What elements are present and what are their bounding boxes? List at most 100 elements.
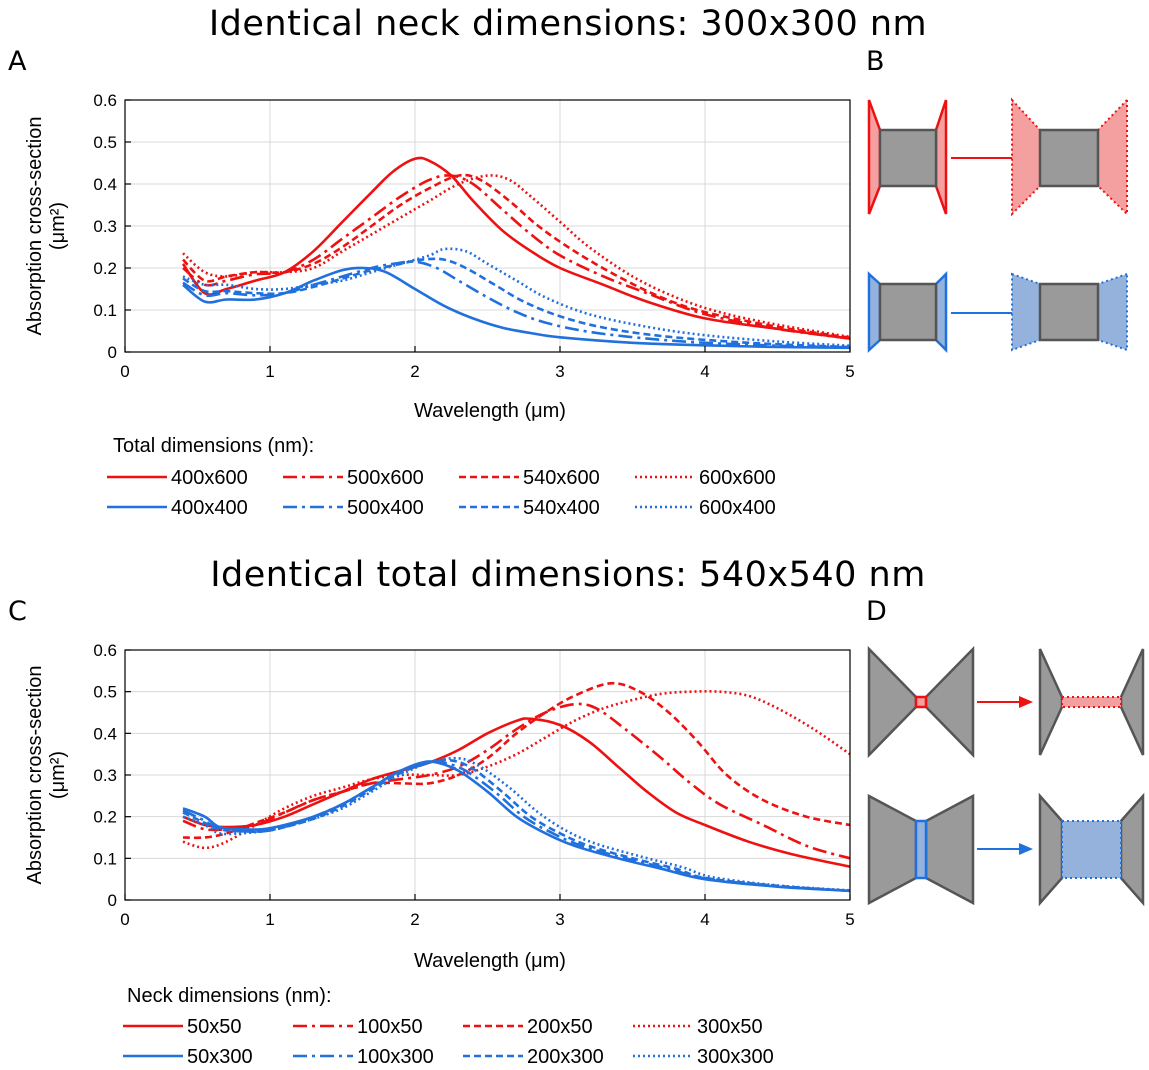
chart-c-ticks: 0 1 2 3 4 5 0 0.1 0.2 0.3 0.4 0.5 0.6 [93, 641, 854, 929]
legend-label-100x50: 100x50 [357, 1016, 423, 1038]
chart-c-series-group [182, 681, 851, 893]
legend-label-540x600: 540x600 [523, 467, 600, 489]
legend-label-600x600: 600x600 [699, 467, 776, 489]
y-tick-label: 0.6 [93, 641, 117, 660]
chart-c-ylabel: Absorption cross-section [24, 666, 46, 885]
y-tick-label: 0 [108, 343, 117, 362]
blue-bowtie-narrow-neck [867, 793, 975, 906]
red-right-wing-dotted [1097, 97, 1128, 217]
blue-bowtie-large [1011, 272, 1128, 352]
chart-c: 0 1 2 3 4 5 0 0.1 0.2 0.3 0.4 0.5 0.6 Wavelength (μm… [24, 641, 855, 972]
red-neck-dotted [1061, 696, 1122, 708]
red-bowtie-long-neck [1038, 648, 1145, 756]
chart-c-xlabel: Wavelength (μm) [414, 950, 566, 972]
red-bowtie-small [867, 99, 948, 215]
legend-label-400x400: 400x400 [171, 497, 248, 519]
legend-label-400x600: 400x600 [171, 467, 248, 489]
series-line-blue-100x300 [182, 760, 851, 893]
legend-a: Total dimensions (nm): 400x600 500x600 540… [107, 435, 776, 519]
y-tick-label: 0 [108, 891, 117, 910]
panel-d-schematic [867, 645, 1145, 907]
x-tick-label: 1 [265, 910, 274, 929]
y-tick-label: 0.2 [93, 259, 117, 278]
x-tick-label: 0 [120, 362, 129, 381]
series-line-red-600x600 [182, 174, 851, 339]
red-left-wing [867, 99, 882, 215]
blue-right-wing-dotted [1097, 272, 1128, 352]
blue-bowtie-small [867, 270, 948, 354]
blue-left-wing [867, 271, 882, 353]
y-tick-label: 0.3 [93, 217, 117, 236]
chart-c-ylabel-unit: (μm²) [47, 751, 69, 799]
chart-a-ylabel: Absorption cross-section [24, 117, 46, 336]
red-left-wing-dotted [1011, 97, 1041, 217]
legend-label-300x300: 300x300 [697, 1046, 774, 1068]
y-tick-label: 0.1 [93, 849, 117, 868]
legend-a-title: Total dimensions (nm): [113, 435, 314, 457]
legend-label-600x400: 600x400 [699, 497, 776, 519]
gray-neck-square [878, 282, 938, 342]
series-line-blue-300x300 [182, 756, 851, 892]
legend-label-50x50: 50x50 [187, 1016, 242, 1038]
x-tick-label: 1 [265, 362, 274, 381]
x-tick-label: 0 [120, 910, 129, 929]
series-line-blue-400x400 [182, 266, 851, 350]
blue-arrow-d [977, 843, 1033, 855]
y-tick-label: 0.2 [93, 808, 117, 827]
chart-c-grid [125, 650, 850, 900]
x-tick-label: 5 [845, 910, 854, 929]
series-line-blue-200x300 [182, 758, 851, 893]
y-tick-label: 0.6 [93, 91, 117, 110]
gray-neck-square [878, 128, 938, 188]
y-tick-label: 0.4 [93, 724, 117, 743]
series-line-red-100x50 [182, 702, 851, 860]
blue-right-wing [934, 270, 948, 354]
x-tick-label: 2 [410, 362, 419, 381]
blue-neck [914, 819, 928, 880]
chart-a: 0 1 2 3 4 5 0 0.1 0.2 0.3 0.4 0.5 0.6 Wavelength (μm… [24, 91, 855, 422]
legend-label-300x50: 300x50 [697, 1016, 763, 1038]
red-bowtie-tiny-neck [867, 645, 975, 759]
legend-label-50x300: 50x300 [187, 1046, 253, 1068]
chart-a-grid [125, 100, 850, 352]
top-section-title: Identical neck dimensions: 300x300 nm [208, 4, 928, 44]
legend-label-500x400: 500x400 [347, 497, 424, 519]
x-tick-label: 2 [410, 910, 419, 929]
panel-letter-c: C [8, 596, 27, 627]
legend-label-100x300: 100x300 [357, 1046, 434, 1068]
panel-letter-a: A [8, 46, 27, 77]
y-tick-label: 0.1 [93, 301, 117, 320]
chart-a-series-group [181, 156, 851, 350]
y-tick-label: 0.5 [93, 683, 117, 702]
gray-neck-square [1038, 128, 1100, 188]
series-line-red-400x600 [181, 156, 851, 340]
series-line-blue-540x400 [182, 257, 851, 349]
chart-a-xlabel: Wavelength (μm) [414, 400, 566, 422]
y-tick-label: 0.3 [93, 766, 117, 785]
legend-label-500x600: 500x600 [347, 467, 424, 489]
panel-letter-d: D [866, 596, 887, 627]
legend-label-540x400: 540x400 [523, 497, 600, 519]
blue-left-wing-dotted [1011, 272, 1041, 352]
y-tick-label: 0.4 [93, 175, 117, 194]
red-right-wing [934, 99, 948, 215]
legend-label-200x50: 200x50 [527, 1016, 593, 1038]
legend-c-title: Neck dimensions (nm): [127, 985, 332, 1007]
series-line-red-50x50 [182, 717, 851, 868]
x-tick-label: 4 [700, 910, 709, 929]
x-tick-label: 5 [845, 362, 854, 381]
red-bowtie-large [1011, 97, 1128, 217]
x-tick-label: 3 [555, 910, 564, 929]
bottom-section-title: Identical total dimensions: 540x540 nm [210, 555, 926, 595]
panel-letter-b: B [866, 46, 885, 77]
series-line-red-200x50 [182, 681, 851, 840]
x-tick-label: 3 [555, 362, 564, 381]
legend-c: Neck dimensions (nm): 50x50 100x50 200x50 3… [123, 985, 774, 1068]
chart-a-ylabel-unit: (μm²) [47, 202, 69, 250]
red-arrow-d [977, 696, 1033, 708]
series-line-blue-500x400 [182, 260, 851, 349]
blue-bowtie-wide-neck [1038, 792, 1145, 907]
y-tick-label: 0.5 [93, 133, 117, 152]
chart-a-ticks: 0 1 2 3 4 5 0 0.1 0.2 0.3 0.4 0.5 0.6 [93, 91, 854, 381]
